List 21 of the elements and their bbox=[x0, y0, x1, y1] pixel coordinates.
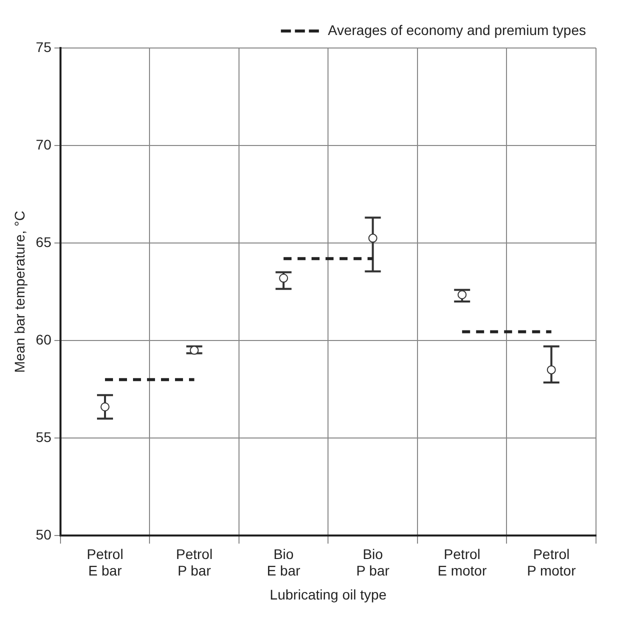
y-tick-label: 70 bbox=[36, 136, 52, 152]
y-tick-label: 55 bbox=[36, 428, 52, 445]
x-tick-label: Petrol P motor bbox=[526, 546, 576, 579]
point bbox=[279, 274, 288, 283]
x-tick-label: Bio E bar bbox=[266, 546, 301, 579]
point bbox=[100, 402, 110, 412]
y-tick-label: 60 bbox=[36, 331, 52, 348]
x-tick-label: Bio P bar bbox=[356, 546, 390, 579]
legend-label: Averages of economy and premium types bbox=[328, 22, 586, 38]
y-axis-title: Mean bar temperature, °C bbox=[11, 210, 28, 373]
y-tick-label: 65 bbox=[36, 234, 52, 250]
y-tick-label: 50 bbox=[36, 526, 52, 542]
point bbox=[546, 365, 556, 374]
x-tick-label: Petrol P bar bbox=[176, 546, 213, 579]
x-tick-label: Petrol E motor bbox=[438, 546, 487, 579]
x-tick-label: Petrol E bar bbox=[86, 546, 124, 579]
y-tick-label: 75 bbox=[36, 38, 52, 55]
x-axis-title: Lubricating oil type bbox=[270, 586, 387, 602]
point bbox=[458, 290, 467, 300]
point bbox=[368, 234, 378, 243]
point bbox=[190, 346, 199, 355]
